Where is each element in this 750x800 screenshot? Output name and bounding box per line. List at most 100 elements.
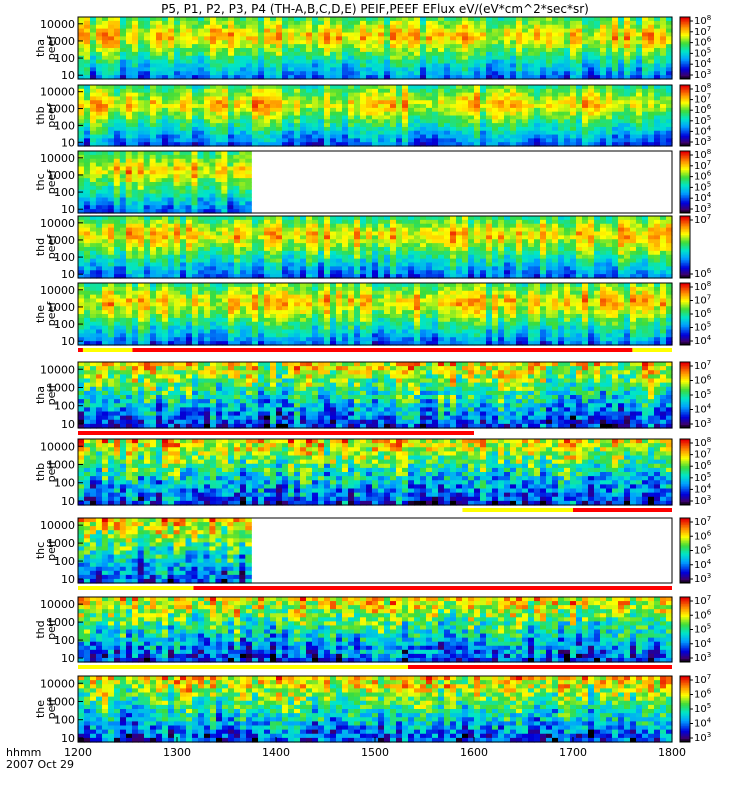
spectrogram-cell xyxy=(414,223,421,229)
spectrogram-cell xyxy=(318,107,325,113)
spectrogram-cell xyxy=(378,92,385,98)
spectrogram-cell xyxy=(102,235,109,240)
spectrogram-cell xyxy=(252,123,259,128)
spectrogram-cell xyxy=(456,134,463,139)
spectrogram-cell xyxy=(162,32,169,37)
spectrogram-cell xyxy=(450,258,457,264)
spectrogram-cell xyxy=(396,92,403,98)
spectrogram-cell xyxy=(534,48,541,53)
spectrogram-cell xyxy=(161,170,169,175)
spectrogram-cell xyxy=(126,51,133,57)
spectrogram-cell xyxy=(216,48,223,53)
spectrogram-cell xyxy=(390,100,397,105)
spectrogram-cell xyxy=(642,48,649,53)
spectrogram-cell xyxy=(438,142,445,147)
spectrogram-cell xyxy=(576,96,583,101)
spectrogram-cell xyxy=(642,44,649,49)
spectrogram-cell xyxy=(144,115,151,120)
spectrogram-cell xyxy=(168,107,175,113)
spectrogram-cell xyxy=(366,40,373,45)
spectrogram-cell xyxy=(576,75,583,80)
spectrogram-cell xyxy=(186,239,193,244)
spectrogram-cell xyxy=(179,185,187,191)
spectrogram-cell xyxy=(300,40,307,45)
spectrogram-cell xyxy=(528,88,535,94)
spectrogram-cell xyxy=(300,96,307,101)
spectrogram-cell xyxy=(240,227,247,233)
spectrogram-cell xyxy=(174,274,181,279)
spectrogram-cell xyxy=(108,223,115,229)
colorbar-step xyxy=(680,115,690,118)
spectrogram-cell xyxy=(216,92,223,98)
spectrogram-cell xyxy=(576,115,583,120)
spectrogram-cell xyxy=(528,85,535,90)
spectrogram-cell xyxy=(354,134,361,139)
spectrogram-cell xyxy=(90,20,97,26)
spectrogram-cell xyxy=(138,247,145,252)
spectrogram-cell xyxy=(155,162,163,168)
spectrogram-cell xyxy=(516,111,523,117)
spectrogram-cell xyxy=(426,243,433,248)
spectrogram-cell xyxy=(570,92,577,98)
spectrogram-cell xyxy=(114,266,121,271)
spectrogram-cell xyxy=(312,235,319,240)
spectrogram-cell xyxy=(90,231,97,236)
spectrogram-cell xyxy=(210,92,217,98)
spectrogram-cell xyxy=(240,71,247,76)
spectrogram-cell xyxy=(227,193,234,199)
spectrogram-cell xyxy=(83,205,91,210)
spectrogram-cell xyxy=(366,88,373,94)
spectrogram-cell xyxy=(498,96,505,101)
spectrogram-cell xyxy=(624,28,631,34)
spectrogram-cell xyxy=(288,107,295,113)
spectrogram-cell xyxy=(120,100,127,105)
spectrogram-cell xyxy=(186,254,193,260)
spectrogram-cell xyxy=(264,270,271,275)
spectrogram-cell xyxy=(474,32,481,37)
spectrogram-cell xyxy=(444,115,451,120)
spectrogram-cell xyxy=(84,270,91,275)
spectrogram-cell xyxy=(84,247,91,252)
spectrogram-cell xyxy=(540,75,547,80)
spectrogram-cell xyxy=(438,36,445,41)
spectrogram-cell xyxy=(318,130,325,136)
spectrogram-cell xyxy=(534,20,541,26)
spectrogram-cell xyxy=(114,96,121,101)
spectrogram-cell xyxy=(618,75,625,80)
spectrogram-cell xyxy=(636,130,643,136)
spectrogram-cell xyxy=(294,17,301,22)
spectrogram-cell xyxy=(209,193,216,199)
spectrogram-cell xyxy=(107,170,115,175)
spectrogram-cell xyxy=(150,239,157,244)
spectrogram-cell xyxy=(192,17,199,22)
spectrogram-cell xyxy=(648,44,655,49)
spectrogram-cell xyxy=(318,36,325,41)
spectrogram-cell xyxy=(498,258,505,264)
spectrogram-cell xyxy=(444,274,451,279)
spectrogram-cell xyxy=(144,270,151,275)
spectrogram-cell xyxy=(300,254,307,260)
spectrogram-cell xyxy=(582,111,589,117)
spectrogram-cell xyxy=(540,96,547,101)
spectrogram-cell xyxy=(156,126,163,132)
spectrogram-cell xyxy=(390,235,397,240)
spectrogram-cell xyxy=(173,182,181,187)
spectrogram-cell xyxy=(270,250,277,256)
spectrogram-cell xyxy=(444,107,451,113)
spectrogram-cell xyxy=(570,142,577,147)
spectrogram-cell xyxy=(192,96,199,101)
spectrogram-cell xyxy=(588,67,595,72)
spectrogram-cell xyxy=(600,40,607,45)
spectrogram-cell xyxy=(234,235,241,240)
spectrogram-cell xyxy=(660,17,667,22)
spectrogram-cell xyxy=(276,247,283,252)
spectrogram-cell xyxy=(336,239,343,244)
spectrogram-cell xyxy=(600,107,607,113)
spectrogram-cell xyxy=(258,85,265,90)
spectrogram-cell xyxy=(186,126,193,132)
spectrogram-cell xyxy=(402,55,409,61)
spectrogram-cell xyxy=(186,243,193,248)
spectrogram-cell xyxy=(227,209,234,214)
spectrogram-cell xyxy=(294,262,301,267)
